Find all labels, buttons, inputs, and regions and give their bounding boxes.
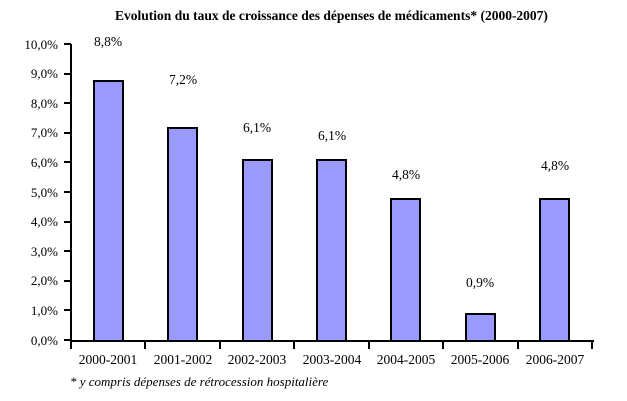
bar — [167, 127, 198, 342]
x-tick-mark — [442, 340, 444, 349]
y-tick-label: 4,0% — [30, 214, 58, 230]
x-tick-mark — [219, 340, 221, 349]
x-tick-mark — [293, 340, 295, 349]
bar — [539, 198, 570, 342]
bar — [316, 159, 347, 342]
y-tick-label: 0,0% — [30, 332, 58, 348]
y-tick-mark — [64, 339, 71, 341]
bar — [93, 80, 124, 342]
bar — [390, 198, 421, 342]
y-tick-label: 5,0% — [30, 184, 58, 200]
y-tick-mark — [64, 220, 71, 223]
chart-title: Evolution du taux de croissance des dépe… — [115, 8, 548, 23]
x-tick-label: 2001-2002 — [153, 352, 213, 367]
x-tick-mark — [144, 340, 146, 349]
y-axis-line — [70, 44, 72, 342]
bar — [242, 159, 273, 342]
bar-value-label: 4,8% — [391, 167, 421, 182]
bar — [465, 313, 496, 342]
x-tick-mark — [517, 340, 519, 349]
x-tick-mark — [591, 340, 593, 349]
bar-value-label: 0,9% — [465, 275, 495, 290]
y-tick-mark — [64, 250, 71, 253]
y-tick-mark — [64, 102, 71, 105]
y-tick-mark — [64, 279, 71, 282]
bar-value-label: 6,1% — [317, 128, 347, 143]
y-tick-mark — [64, 161, 71, 164]
bar-value-label: 6,1% — [242, 120, 272, 135]
y-tick-label: 10,0% — [24, 36, 58, 52]
bar-value-label: 7,2% — [168, 72, 198, 87]
y-tick-mark — [64, 43, 71, 45]
y-tick-label: 7,0% — [30, 125, 58, 141]
x-tick-label: 2005-2006 — [450, 352, 510, 367]
y-tick-label: 6,0% — [30, 154, 58, 170]
footnote: * y compris dépenses de rétrocession hos… — [70, 374, 329, 389]
y-tick-mark — [64, 191, 71, 193]
y-tick-label: 9,0% — [30, 66, 58, 82]
y-tick-mark — [64, 309, 71, 312]
x-tick-label: 2006-2007 — [525, 352, 585, 367]
y-tick-label: 1,0% — [30, 302, 58, 318]
x-tick-label: 2002-2003 — [227, 352, 287, 367]
x-tick-mark — [368, 340, 370, 349]
y-tick-label: 8,0% — [30, 95, 58, 111]
y-tick-label: 3,0% — [30, 243, 58, 259]
bar-value-label: 8,8% — [93, 34, 123, 49]
x-tick-label: 2000-2001 — [78, 352, 138, 367]
x-tick-label: 2003-2004 — [302, 352, 362, 367]
y-tick-mark — [64, 131, 71, 134]
y-tick-mark — [64, 72, 71, 75]
x-tick-mark — [70, 340, 72, 349]
y-tick-label: 2,0% — [30, 273, 58, 289]
x-tick-label: 2004-2005 — [376, 352, 436, 367]
bar-value-label: 4,8% — [540, 158, 570, 173]
